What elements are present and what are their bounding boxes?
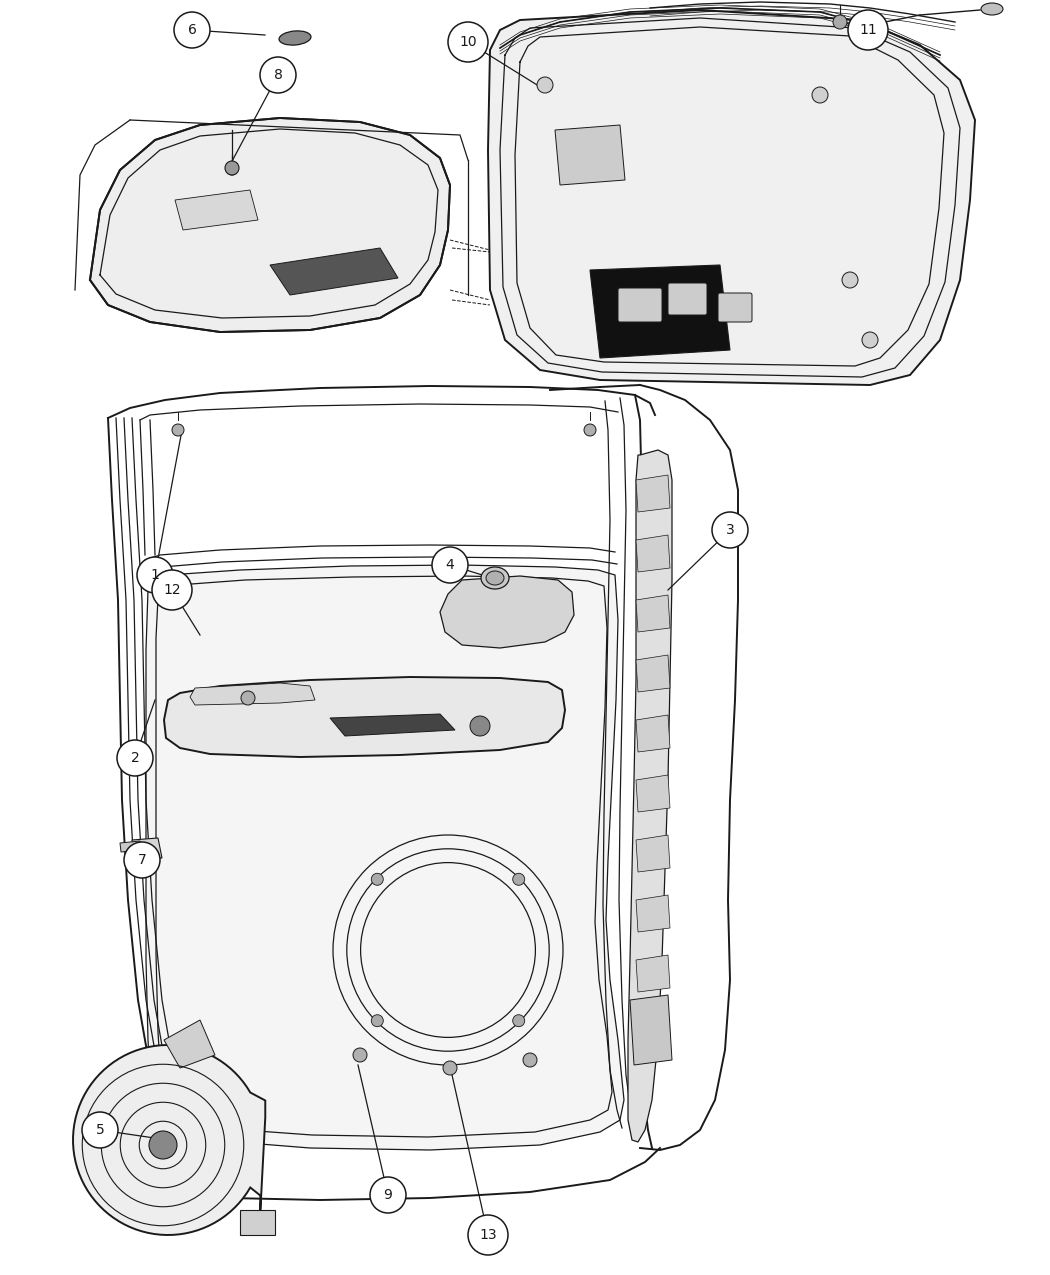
Polygon shape [190,683,315,705]
Polygon shape [120,842,141,852]
Polygon shape [636,835,670,872]
Circle shape [512,873,525,885]
Circle shape [227,164,237,175]
Polygon shape [628,450,672,1142]
Circle shape [136,557,173,593]
Polygon shape [555,125,625,185]
Text: 9: 9 [383,1188,393,1202]
Text: 13: 13 [479,1228,497,1242]
Circle shape [537,76,553,93]
Text: 2: 2 [130,751,140,765]
Circle shape [372,1015,383,1026]
Circle shape [448,22,488,62]
Polygon shape [636,476,670,513]
Ellipse shape [981,3,1003,15]
Text: 5: 5 [96,1123,104,1137]
Ellipse shape [486,571,504,585]
Circle shape [712,513,748,548]
Circle shape [470,717,490,736]
Ellipse shape [279,31,311,45]
Polygon shape [132,838,162,861]
Polygon shape [636,955,670,992]
Circle shape [862,332,878,348]
Text: 4: 4 [445,558,455,572]
Text: 7: 7 [138,853,146,867]
Circle shape [523,1053,537,1067]
Polygon shape [636,536,670,572]
Circle shape [174,11,210,48]
FancyBboxPatch shape [718,293,752,323]
Text: 1: 1 [150,567,160,581]
Polygon shape [240,1210,275,1235]
Text: 6: 6 [188,23,196,37]
Circle shape [512,1015,525,1026]
Text: 11: 11 [859,23,877,37]
Circle shape [152,570,192,609]
Polygon shape [636,895,670,932]
Polygon shape [636,595,670,632]
Polygon shape [146,565,624,1150]
Circle shape [353,1048,367,1062]
Polygon shape [270,249,398,295]
Polygon shape [164,677,565,757]
Circle shape [82,1112,118,1148]
Circle shape [468,1215,508,1255]
Circle shape [432,547,468,583]
Circle shape [172,425,184,436]
Circle shape [260,57,296,93]
Text: 10: 10 [459,34,477,48]
Circle shape [584,425,596,436]
Circle shape [149,1131,177,1159]
Polygon shape [330,714,455,736]
Polygon shape [636,655,670,692]
Circle shape [370,1177,406,1213]
Polygon shape [440,576,574,648]
Polygon shape [636,715,670,752]
Circle shape [225,161,239,175]
Circle shape [848,10,888,50]
FancyBboxPatch shape [668,283,707,315]
Circle shape [117,740,153,776]
Circle shape [372,873,383,885]
Polygon shape [175,190,258,230]
Polygon shape [488,10,975,385]
Text: 8: 8 [274,68,282,82]
Polygon shape [630,994,672,1065]
FancyBboxPatch shape [618,288,662,323]
Circle shape [242,691,255,705]
Circle shape [812,87,828,103]
Circle shape [443,1061,457,1075]
Text: 3: 3 [726,523,734,537]
Polygon shape [590,265,730,358]
Circle shape [842,272,858,288]
Polygon shape [90,119,450,332]
Polygon shape [636,775,670,812]
Circle shape [833,15,847,29]
Text: 12: 12 [163,583,181,597]
Polygon shape [164,1020,215,1068]
Circle shape [124,842,160,878]
Ellipse shape [481,567,509,589]
Polygon shape [74,1046,266,1235]
